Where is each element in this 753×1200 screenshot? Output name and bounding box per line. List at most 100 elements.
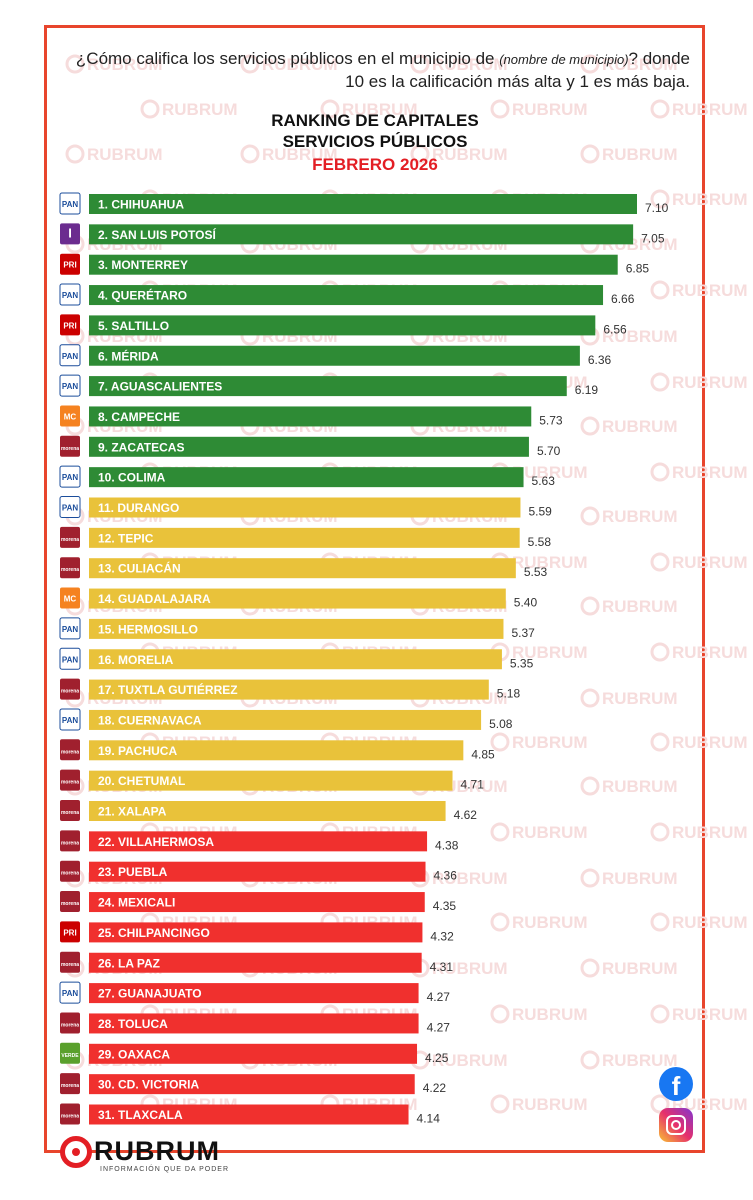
party-logo-text: PAN xyxy=(62,291,79,300)
watermark-logo xyxy=(650,642,670,662)
party-logo-icon xyxy=(59,283,81,306)
party-logo-text: morena xyxy=(61,1022,79,1028)
party-logo-icon xyxy=(59,981,81,1004)
bar xyxy=(89,285,604,306)
party-logo-text: VERDE xyxy=(61,1053,79,1059)
bar xyxy=(89,467,524,488)
bar-value-label: 5.73 xyxy=(539,413,563,427)
party-logo-text: MC xyxy=(64,412,77,421)
bar xyxy=(89,740,464,761)
bar-category-label: 7. AGUASCALIENTES xyxy=(98,380,222,394)
bar-category-label: 2. SAN LUIS POTOSÍ xyxy=(98,227,216,242)
bar-category-label: 25. CHILPANCINGO xyxy=(98,926,210,940)
party-logo-text: PRI xyxy=(63,261,76,270)
watermark-text: RUBRUM xyxy=(602,327,678,346)
bar xyxy=(89,922,423,943)
bar-value-label: 5.63 xyxy=(532,474,556,488)
watermark-logo xyxy=(410,144,430,164)
party-logo-icon xyxy=(59,465,81,488)
watermark-text: RUBRUM xyxy=(672,281,748,300)
watermark-text: RUBRUM xyxy=(162,100,238,119)
watermark-logo xyxy=(580,688,600,708)
party-logo-text: PAN xyxy=(62,473,79,482)
watermark-logo xyxy=(580,776,600,796)
party-logo-icon xyxy=(60,1042,80,1064)
party-logo-icon xyxy=(60,830,80,852)
party-logo-text: MC xyxy=(64,595,77,604)
bar-category-label: 11. DURANGO xyxy=(98,501,179,515)
bar xyxy=(89,770,453,791)
bar-category-label: 24. MEXICALI xyxy=(98,896,175,910)
party-logo-icon xyxy=(60,526,80,548)
watermark-text: RUBRUM xyxy=(672,1095,748,1114)
party-logo-text: PAN xyxy=(62,625,79,634)
watermark-text: RUBRUM xyxy=(512,913,588,932)
watermark-text: RUBRUM xyxy=(602,55,678,74)
party-logo-text: morena xyxy=(61,446,79,452)
bar xyxy=(89,254,618,275)
chart-subtitle: SERVICIOS PÚBLICOS xyxy=(282,132,468,151)
bar xyxy=(89,527,520,548)
watermark-logo xyxy=(65,54,85,74)
question-text-2: ? donde 10 es la calificación más alta y… xyxy=(345,49,690,91)
bar xyxy=(89,679,489,700)
bar-category-label: 27. GUANAJUATO xyxy=(98,987,202,1001)
bar-value-label: 4.71 xyxy=(461,778,485,792)
bar-value-label: 5.70 xyxy=(537,444,561,458)
watermark-text: RUBRUM xyxy=(432,55,508,74)
party-logo-icon xyxy=(60,921,80,943)
bar-value-label: 4.27 xyxy=(427,1020,451,1034)
watermark-text: RUBRUM xyxy=(512,733,588,752)
watermark-text: RUBRUM xyxy=(602,869,678,888)
party-logo-text: morena xyxy=(61,780,79,786)
watermark-logo xyxy=(650,372,670,392)
party-logo-icon xyxy=(60,678,80,700)
bar-category-label: 16. MORELIA xyxy=(98,653,174,667)
bar xyxy=(89,952,422,973)
bar-category-label: 4. QUERÉTARO xyxy=(98,288,187,303)
bar xyxy=(89,406,532,427)
party-logo-icon xyxy=(59,647,81,670)
bar-category-label: 6. MÉRIDA xyxy=(98,348,159,363)
watermark-text: RUBRUM xyxy=(512,100,588,119)
party-logo-icon xyxy=(60,405,80,427)
watermark-logo xyxy=(240,144,260,164)
party-logo-icon xyxy=(60,435,80,457)
party-logo-icon xyxy=(60,1103,80,1125)
watermark-text: RUBRUM xyxy=(602,959,678,978)
instagram-icon[interactable] xyxy=(659,1108,693,1142)
facebook-icon[interactable]: f xyxy=(659,1067,693,1101)
bar-value-label: 4.62 xyxy=(454,808,478,822)
watermark-text: RUBRUM xyxy=(432,869,508,888)
bar-value-label: 7.10 xyxy=(645,201,669,215)
watermark-logo xyxy=(650,280,670,300)
watermark-logo xyxy=(650,912,670,932)
party-logo-text: PAN xyxy=(62,352,79,361)
party-logo-icon xyxy=(60,223,80,245)
bar-category-label: 23. PUEBLA xyxy=(98,865,168,879)
party-logo-text: I xyxy=(68,225,72,240)
watermark-text: RUBRUM xyxy=(672,1005,748,1024)
party-logo-text: morena xyxy=(61,810,79,816)
report-frame xyxy=(44,25,705,1153)
party-logo-icon xyxy=(59,374,81,397)
party-logo-text: morena xyxy=(61,962,79,968)
watermark-logo xyxy=(650,822,670,842)
bar-value-label: 5.37 xyxy=(511,626,535,640)
watermark-logo xyxy=(580,506,600,526)
bar xyxy=(89,649,502,670)
party-logo-text: morena xyxy=(61,871,79,877)
bar-category-label: 17. TUXTLA GUTIÉRREZ xyxy=(98,682,238,697)
bar-value-label: 4.27 xyxy=(427,990,451,1004)
party-logo-icon xyxy=(60,739,80,761)
party-logo-text: morena xyxy=(61,1083,79,1089)
party-logo-text: PAN xyxy=(62,504,79,513)
party-logo-text: PAN xyxy=(62,989,79,998)
watermark-logo xyxy=(580,144,600,164)
bar-value-label: 7.05 xyxy=(641,231,665,245)
watermark-text: RUBRUM xyxy=(602,507,678,526)
party-logo-text: PAN xyxy=(62,716,79,725)
bar-value-label: 4.85 xyxy=(471,747,495,761)
watermark-text: RUBRUM xyxy=(672,100,748,119)
